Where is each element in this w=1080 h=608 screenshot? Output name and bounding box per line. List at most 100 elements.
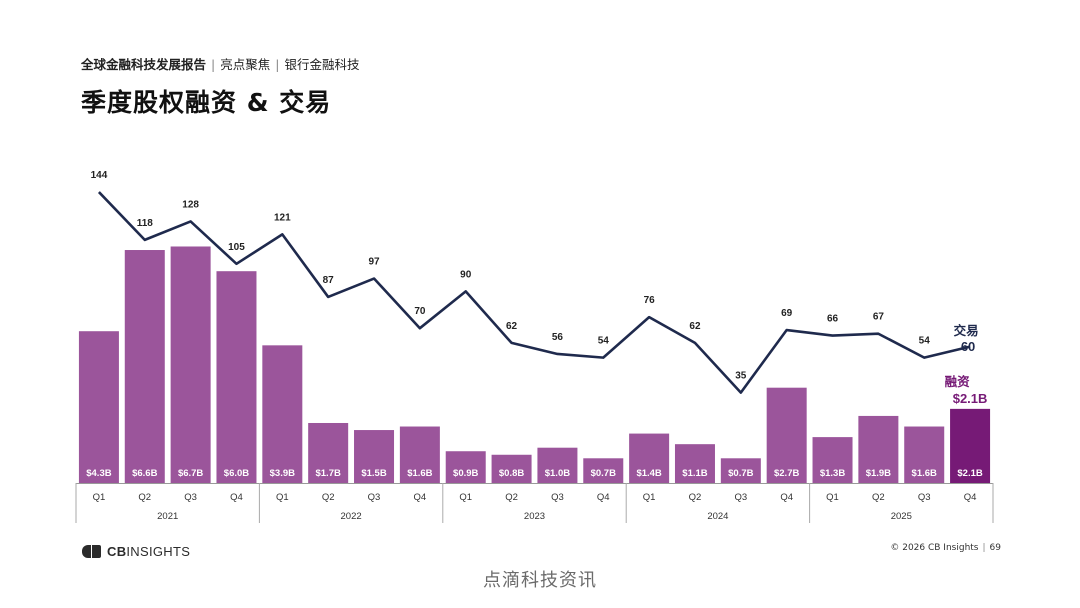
deals-value-label: 69 — [781, 308, 793, 319]
funding-bar — [858, 415, 899, 483]
quarter-tick-label: Q2 — [689, 492, 702, 503]
quarter-tick-label: Q1 — [276, 492, 289, 503]
quarter-tick-label: Q2 — [138, 492, 151, 503]
bar-value-label: $0.7B — [728, 468, 753, 479]
funding-bar — [766, 387, 807, 483]
deals-value-label: 62 — [689, 321, 701, 332]
deals-value-label: 67 — [873, 312, 885, 323]
bar-value-label: $1.7B — [315, 468, 340, 479]
quarter-tick-label: Q4 — [780, 492, 793, 503]
bar-value-label: $6.6B — [132, 468, 157, 479]
funding-legend-label: 融资 — [945, 374, 971, 389]
subsection-label: 银行金融科技 — [284, 57, 360, 72]
year-tick-label: 2025 — [891, 511, 912, 522]
deals-value-label: 121 — [274, 212, 291, 223]
funding-bar — [950, 408, 991, 483]
bar-value-label: $2.1B — [957, 468, 982, 479]
deals-value-label: 54 — [919, 336, 931, 347]
bar-value-label: $1.9B — [866, 468, 891, 479]
bar-value-label: $0.9B — [453, 468, 478, 479]
bar-value-label: $1.6B — [912, 468, 937, 479]
bar-value-label: $1.6B — [407, 468, 432, 479]
bar-value-label: $6.7B — [178, 468, 203, 479]
quarter-tick-label: Q1 — [459, 492, 472, 503]
deals-value-label: 70 — [414, 306, 426, 317]
funding-bar — [583, 458, 624, 483]
funding-bar — [170, 246, 211, 483]
copyright-text: © 2026 CB Insights — [890, 543, 979, 553]
quarter-tick-label: Q3 — [918, 492, 931, 503]
deals-legend-label: 交易 — [954, 323, 979, 338]
year-tick-label: 2021 — [157, 511, 178, 522]
deals-value-label: 105 — [228, 242, 245, 253]
funding-bar — [354, 430, 395, 483]
breadcrumb-separator: | — [211, 57, 216, 72]
funding-bar — [308, 422, 349, 483]
bar-value-label: $0.7B — [591, 468, 616, 479]
deals-value-label: 87 — [323, 275, 335, 286]
funding-bar — [216, 271, 257, 483]
funding-bar — [491, 454, 532, 483]
deals-end-value: 60 — [961, 339, 975, 354]
cb-insights-logo: CBINSIGHTS — [82, 544, 190, 559]
year-tick-label: 2024 — [707, 511, 728, 522]
year-tick-label: 2023 — [524, 511, 545, 522]
quarter-tick-label: Q3 — [734, 492, 747, 503]
funding-deals-chart: $4.3B Q1 $6.6B Q2 $6.7B Q3 $6.0B Q4 $3.9B Q1 $1.7B… — [75, 170, 994, 523]
bar-value-label: $0.8B — [499, 468, 524, 479]
quarter-tick-label: Q1 — [643, 492, 656, 503]
funding-bar — [812, 437, 853, 483]
deals-value-label: 118 — [137, 218, 154, 229]
deals-line — [97, 191, 971, 394]
quarter-tick-label: Q3 — [368, 492, 381, 503]
funding-bar — [399, 426, 440, 483]
deals-value-label: 54 — [598, 336, 610, 347]
bar-value-label: $1.1B — [682, 468, 707, 479]
funding-bar — [262, 345, 303, 483]
section-label: 亮点聚焦 — [220, 57, 271, 72]
quarter-tick-label: Q3 — [184, 492, 197, 503]
bar-value-label: $4.3B — [86, 468, 111, 479]
deals-value-label: 66 — [827, 314, 839, 325]
bar-value-label: $3.9B — [270, 468, 295, 479]
page-title: 季度股权融资 & 交易 — [81, 88, 332, 117]
bar-value-label: $1.0B — [545, 468, 570, 479]
quarter-tick-label: Q2 — [505, 492, 518, 503]
report-title: 全球金融科技发展报告 — [81, 57, 207, 72]
quarter-tick-label: Q2 — [322, 492, 335, 503]
quarter-tick-label: Q3 — [551, 492, 564, 503]
deals-value-label: 56 — [552, 332, 564, 343]
funding-bar — [124, 250, 165, 483]
deals-value-label: 144 — [91, 170, 108, 181]
quarter-tick-label: Q2 — [872, 492, 885, 503]
bar-value-label: $2.7B — [774, 468, 799, 479]
funding-bar — [904, 426, 945, 483]
watermark: 点滴科技资讯 — [483, 570, 597, 591]
breadcrumb-separator: | — [275, 57, 280, 72]
quarter-tick-label: Q4 — [414, 492, 427, 503]
quarter-tick-label: Q1 — [826, 492, 839, 503]
logo-text: CBINSIGHTS — [107, 544, 191, 559]
deals-value-label: 97 — [368, 257, 380, 268]
year-tick-label: 2022 — [341, 511, 362, 522]
funding-bar — [537, 447, 578, 483]
deals-value-label: 128 — [182, 199, 199, 210]
quarter-tick-label: Q4 — [230, 492, 243, 503]
deals-value-label: 62 — [506, 321, 518, 332]
quarter-tick-label: Q4 — [597, 492, 610, 503]
funding-bar — [78, 331, 119, 483]
funding-bar — [629, 433, 670, 483]
funding-bar — [674, 444, 715, 483]
bar-value-label: $6.0B — [224, 468, 249, 479]
funding-bar — [720, 458, 761, 483]
deals-value-label: 90 — [460, 269, 472, 280]
funding-end-value: $2.1B — [953, 391, 988, 406]
header: 全球金融科技发展报告 | 亮点聚焦 | 银行金融科技 季度股权融资 & 交易 — [81, 54, 359, 119]
copyright: © 2026 CB Insights | 69 — [890, 543, 1001, 553]
deals-value-label: 35 — [735, 371, 747, 382]
bar-value-label: $1.4B — [636, 468, 661, 479]
quarter-tick-label: Q4 — [964, 492, 977, 503]
quarter-tick-label: Q1 — [93, 492, 106, 503]
bar-value-label: $1.5B — [361, 468, 386, 479]
bar-value-label: $1.3B — [820, 468, 845, 479]
